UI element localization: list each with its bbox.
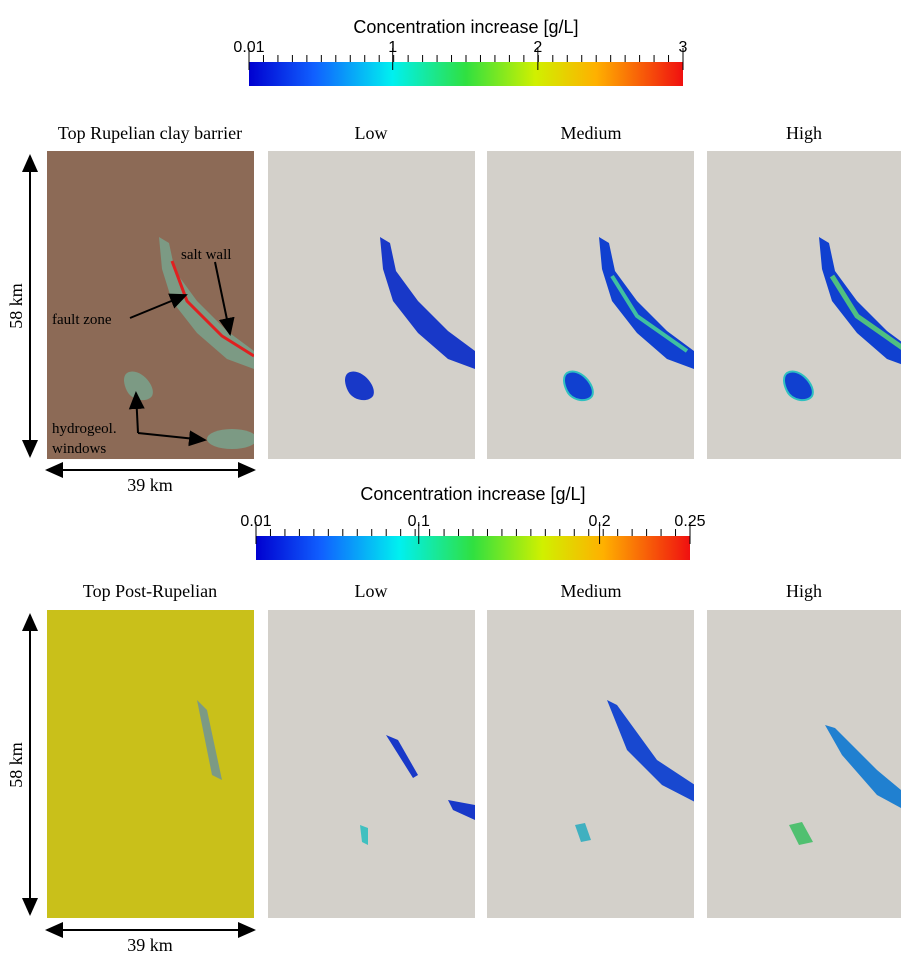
map-panel bbox=[487, 151, 694, 459]
tick-label: 2 bbox=[533, 39, 542, 56]
tick-label: 0.01 bbox=[240, 513, 271, 530]
annotation: hydrogeol. bbox=[52, 421, 117, 437]
annotations bbox=[22, 154, 256, 938]
width-label: 39 km bbox=[127, 475, 173, 495]
colorbar bbox=[256, 536, 690, 560]
height-label: 58 km bbox=[6, 283, 26, 329]
tick-label: 0.25 bbox=[674, 513, 705, 530]
map-panel bbox=[487, 610, 694, 918]
map-panel bbox=[47, 610, 254, 918]
colorbar-title: Concentration increase [g/L] bbox=[360, 484, 585, 504]
tick-label: 0.01 bbox=[233, 39, 264, 56]
annotation: windows bbox=[52, 441, 106, 457]
map-panel bbox=[268, 610, 475, 918]
annotation: salt wall bbox=[181, 247, 231, 263]
panel-title: Low bbox=[355, 581, 388, 601]
map-panel bbox=[47, 151, 254, 459]
map-panel bbox=[707, 151, 901, 459]
height-label: 58 km bbox=[6, 742, 26, 788]
tick-label: 0.1 bbox=[408, 513, 430, 530]
colorbar bbox=[249, 62, 683, 86]
panel-title: High bbox=[786, 581, 822, 601]
panel-title: High bbox=[786, 123, 822, 143]
panel-title: Medium bbox=[561, 123, 622, 143]
map-panel bbox=[268, 151, 475, 459]
panel-title: Top Rupelian clay barrier bbox=[58, 123, 242, 143]
panel-title: Medium bbox=[561, 581, 622, 601]
colorbar-title: Concentration increase [g/L] bbox=[353, 17, 578, 37]
panel-title: Top Post-Rupelian bbox=[83, 581, 217, 601]
tick-label: 0.2 bbox=[588, 513, 610, 530]
tick-label: 1 bbox=[388, 39, 397, 56]
width-label: 39 km bbox=[127, 935, 173, 954]
panel-title: Low bbox=[355, 123, 388, 143]
map-panel bbox=[707, 610, 901, 918]
annotation: fault zone bbox=[52, 312, 112, 328]
tick-label: 3 bbox=[679, 39, 688, 56]
